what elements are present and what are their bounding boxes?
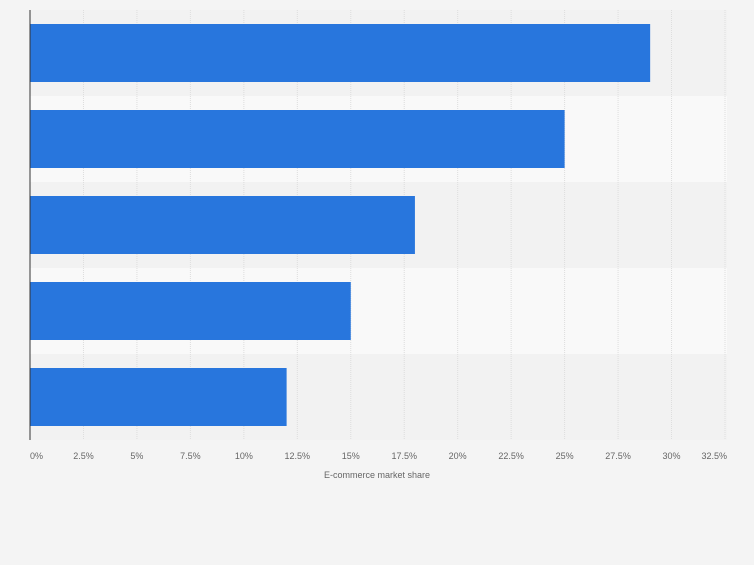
bar[interactable] (30, 368, 287, 426)
x-tick-label: 10% (235, 451, 253, 461)
bar[interactable] (30, 110, 565, 168)
x-axis-label: E-commerce market share (324, 470, 430, 480)
bar[interactable] (30, 196, 415, 254)
x-tick-label: 7.5% (180, 451, 201, 461)
x-tick-label: 5% (130, 451, 143, 461)
x-tick-label: 17.5% (391, 451, 417, 461)
x-tick-label: 25% (556, 451, 574, 461)
x-tick-label: 22.5% (498, 451, 524, 461)
bars (30, 24, 651, 426)
x-tick-label: 20% (449, 451, 467, 461)
x-tick-label: 12.5% (285, 451, 311, 461)
x-tick-label: 15% (342, 451, 360, 461)
bar[interactable] (30, 24, 651, 82)
bar[interactable] (30, 282, 351, 340)
x-tick-label: 30% (663, 451, 681, 461)
x-tick-label: 27.5% (605, 451, 631, 461)
x-tick-label: 32.5% (701, 451, 727, 461)
x-tick-label: 2.5% (73, 451, 94, 461)
x-tick-label: 0% (30, 451, 43, 461)
x-tick-labels: 0% 2.5% 5% 7.5% 10% 12.5% 15% 17.5% 20% 22.5% 25% 2… (30, 451, 727, 461)
